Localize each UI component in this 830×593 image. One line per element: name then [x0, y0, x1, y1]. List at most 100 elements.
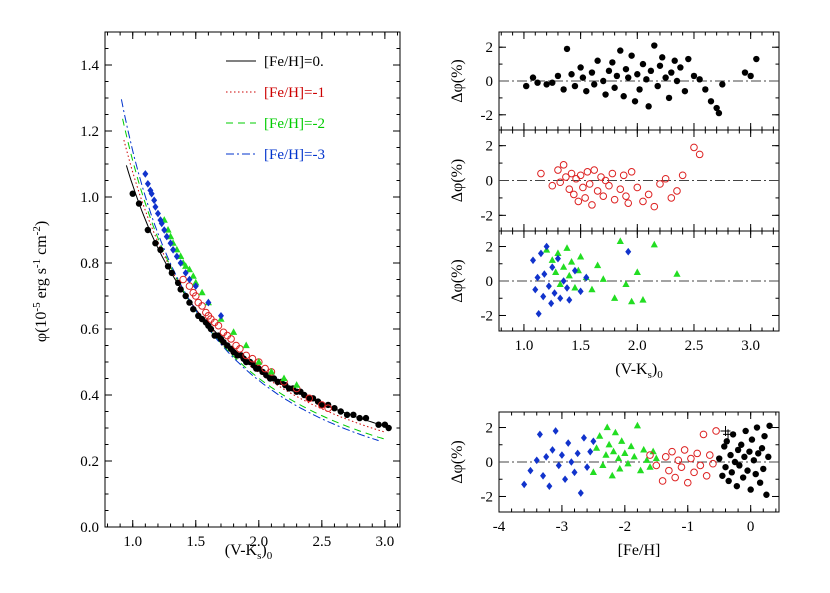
data-point [532, 285, 539, 294]
data-point [142, 170, 149, 178]
data-point [728, 469, 736, 476]
data-point [624, 459, 632, 467]
x-tick-label: 2.5 [312, 534, 331, 550]
data-point [766, 422, 773, 429]
data-point [562, 173, 570, 181]
data-point [727, 451, 734, 459]
data-point [605, 67, 613, 75]
x-tick-label: 1.5 [186, 534, 205, 550]
data-point [537, 249, 544, 258]
data-point [622, 280, 630, 288]
data-point [570, 190, 578, 199]
data-point [614, 454, 623, 462]
data-point [177, 259, 184, 267]
data-point [750, 457, 758, 464]
data-point [343, 411, 351, 418]
data-point [702, 471, 711, 480]
data-point [739, 474, 747, 481]
data-point [577, 489, 584, 497]
data-point [554, 249, 562, 257]
data-point [182, 292, 189, 300]
data-point [560, 263, 568, 270]
data-point [554, 72, 562, 80]
data-point [580, 434, 587, 442]
data-point [668, 69, 675, 76]
data-point [242, 341, 250, 349]
data-point [690, 143, 698, 152]
y-axis-label: Δφ(%) [449, 159, 466, 203]
data-point [179, 275, 187, 284]
data-point [242, 351, 250, 360]
data-point [752, 470, 759, 478]
data-point [527, 466, 534, 475]
data-point [662, 74, 669, 81]
data-point [300, 391, 308, 399]
data-point [261, 364, 269, 373]
x-tick-label: 3.0 [375, 534, 394, 550]
data-point [148, 189, 155, 198]
fit-curve-2 [122, 118, 386, 440]
data-point [639, 60, 647, 68]
y-tick-label: 0 [486, 174, 494, 190]
x-tick-label: -2 [619, 519, 632, 535]
x-axis-label: (V-Ks)0 [615, 361, 663, 381]
data-point [690, 72, 698, 80]
x-axis-label-sub: s [648, 369, 652, 381]
data-point [746, 448, 753, 455]
data-point [568, 458, 575, 466]
data-point [661, 453, 670, 461]
data-point [560, 86, 567, 93]
data-point [305, 394, 314, 403]
data-point [618, 437, 626, 444]
series-1 [530, 242, 632, 318]
data-point [763, 491, 770, 498]
data-point [170, 246, 177, 254]
data-point [227, 335, 235, 343]
data-point [747, 72, 754, 80]
data-point [640, 445, 648, 453]
data-point [154, 209, 161, 218]
y-tick-label: -2 [481, 308, 494, 324]
legend-label: [Fe/H]=-2 [264, 116, 325, 132]
y-tick-label: 0.8 [80, 256, 99, 272]
y-tick-label: 1.0 [80, 190, 99, 206]
data-point [699, 430, 708, 439]
data-point [543, 242, 550, 251]
data-point [611, 84, 618, 91]
data-point [556, 178, 565, 187]
data-point [331, 405, 338, 412]
data-point [636, 86, 643, 93]
data-point [677, 463, 686, 471]
data-point [537, 169, 545, 178]
data-point [647, 67, 655, 75]
data-point [356, 414, 363, 422]
data-point [574, 197, 583, 206]
data-point [603, 423, 611, 431]
data-point [554, 166, 562, 174]
data-point [588, 69, 596, 76]
data-point [549, 79, 556, 86]
data-point [696, 76, 703, 83]
data-point [639, 295, 647, 303]
data-point [625, 247, 632, 256]
y-axis-label: Δφ(%) [449, 259, 466, 303]
y-tick-label: -2 [481, 108, 494, 124]
data-point [758, 445, 766, 452]
data-point [627, 167, 636, 176]
data-point [722, 463, 729, 471]
data-point [568, 71, 575, 78]
data-point [577, 287, 584, 296]
data-point [677, 64, 684, 71]
data-point [589, 468, 597, 475]
data-point [747, 486, 754, 493]
data-point [742, 427, 749, 435]
data-point [564, 284, 571, 292]
series-2 [160, 216, 301, 388]
data-point [144, 226, 152, 234]
data-point [584, 463, 591, 471]
series-2 [646, 427, 720, 487]
data-point [521, 480, 528, 489]
data-point [646, 463, 654, 470]
data-point [731, 458, 739, 466]
data-point [723, 429, 734, 440]
